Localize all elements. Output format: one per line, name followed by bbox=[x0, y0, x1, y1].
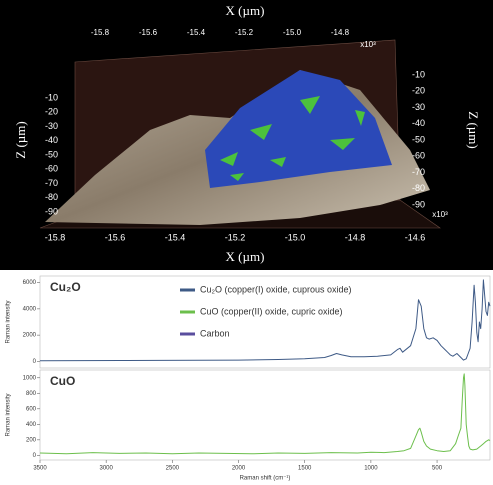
z-tick-label-right: -50 bbox=[412, 134, 425, 144]
legend-label: CuO (copper(II) oxide, cupric oxide) bbox=[200, 306, 343, 316]
x-tick-label-top: -15.8 bbox=[91, 28, 110, 37]
x-tick-label: -15.4 bbox=[165, 232, 186, 242]
mapped-region bbox=[205, 70, 392, 188]
x-tick-label: -15.8 bbox=[45, 232, 66, 242]
z-axis-title: Z (µm) bbox=[13, 121, 28, 158]
z-tick-label: -50 bbox=[45, 149, 58, 159]
spectrum-line bbox=[39, 279, 491, 362]
plot-area bbox=[39, 369, 491, 461]
z-tick-label-right: -10 bbox=[412, 69, 425, 79]
x-tick-label: -15.6 bbox=[105, 232, 126, 242]
x-axis-title: Raman shift (cm⁻¹) bbox=[240, 476, 291, 482]
z-tick-label: -70 bbox=[45, 178, 58, 188]
y-tick-label: 6000 bbox=[23, 280, 37, 286]
x-tick-label-top: -15.6 bbox=[139, 28, 158, 37]
z-axis-title-right: Z (µm) bbox=[466, 111, 481, 148]
plot-area bbox=[39, 275, 491, 369]
y-axis-title: Raman intensity bbox=[6, 393, 12, 436]
z-tick-label-right: -90 bbox=[412, 199, 425, 209]
x-tick-label-top: -15.0 bbox=[283, 28, 302, 37]
z-tick-label-right: -20 bbox=[412, 86, 425, 96]
z-tick-label-right: -70 bbox=[412, 167, 425, 177]
x-axis-title: X (µm) bbox=[226, 249, 265, 264]
y-tick-label: 200 bbox=[26, 437, 37, 443]
x-tick-label: 1000 bbox=[364, 466, 378, 472]
x-tick-label: 2500 bbox=[166, 466, 180, 472]
z-tick-label-right: -30 bbox=[412, 102, 425, 112]
x-tick-label: 1500 bbox=[298, 466, 312, 472]
x-axis-title-top: X (µm) bbox=[226, 3, 265, 18]
y-tick-label: 400 bbox=[26, 422, 37, 428]
panel-title: CuO bbox=[50, 374, 75, 388]
x-tick-label: -15.0 bbox=[285, 232, 306, 242]
z-tick-label: -40 bbox=[45, 135, 58, 145]
x-tick-label: 3000 bbox=[99, 466, 113, 472]
exponent-label: x10³ bbox=[360, 40, 376, 49]
legend-label: Carbon bbox=[200, 328, 230, 338]
x-tick-label-top: -15.2 bbox=[235, 28, 254, 37]
x-tick-label-top: -14.8 bbox=[331, 28, 350, 37]
y-tick-label: 4000 bbox=[23, 306, 37, 312]
x-tick-label: -14.8 bbox=[345, 232, 366, 242]
z-tick-label: -80 bbox=[45, 192, 58, 202]
legend-label: Cu₂O (copper(I) oxide, cuprous oxide) bbox=[200, 284, 352, 294]
y-tick-label: 2000 bbox=[23, 333, 37, 339]
x-tick-label: -15.2 bbox=[225, 232, 246, 242]
y-tick-label: 0 bbox=[33, 453, 37, 459]
z-tick-label: -20 bbox=[45, 107, 58, 117]
x-tick-label: 2000 bbox=[232, 466, 246, 472]
x-tick-label: 3500 bbox=[33, 466, 47, 472]
z-tick-label: -30 bbox=[45, 121, 58, 131]
axes-3d: X (µm) X (µm) Z (µm) Z (µm) x10³ x10³ -15.8 -15… bbox=[13, 3, 481, 264]
z-tick-label: -90 bbox=[45, 206, 58, 216]
spectrum-line bbox=[39, 373, 491, 455]
x-tick-label: 500 bbox=[432, 466, 443, 472]
panel-title: Cu₂O bbox=[50, 280, 81, 294]
x-tick-label-top: -15.4 bbox=[187, 28, 206, 37]
z-tick-label: -60 bbox=[45, 164, 58, 174]
x-tick-label: -14.6 bbox=[405, 232, 426, 242]
y-tick-label: 0 bbox=[33, 359, 37, 365]
exponent-label: x10³ bbox=[432, 210, 448, 219]
z-tick-label-right: -80 bbox=[412, 183, 425, 193]
z-tick-label: -10 bbox=[45, 92, 58, 102]
y-axis-title: Raman intensity bbox=[6, 300, 12, 343]
z-tick-label-right: -40 bbox=[412, 118, 425, 128]
z-tick-label-right: -60 bbox=[412, 151, 425, 161]
y-tick-label: 800 bbox=[26, 391, 37, 397]
y-tick-label: 1000 bbox=[23, 375, 37, 381]
y-tick-label: 600 bbox=[26, 406, 37, 412]
